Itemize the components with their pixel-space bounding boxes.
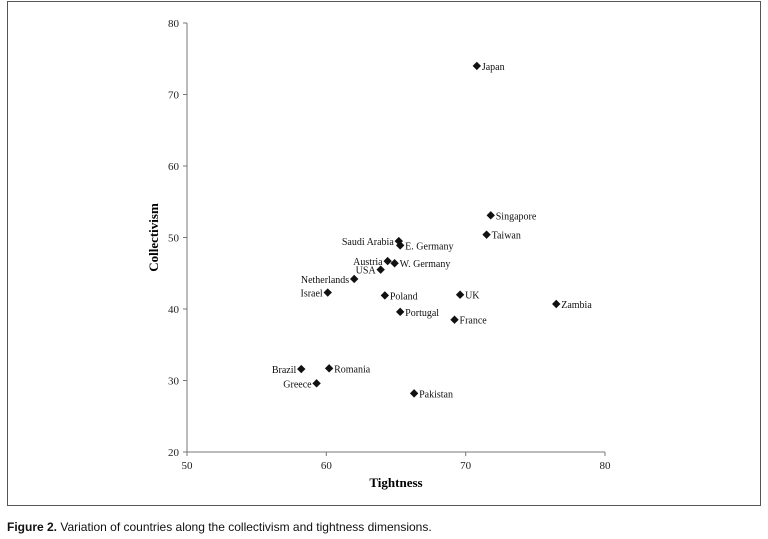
data-point-label: Pakistan — [419, 389, 453, 400]
x-tick-label: 60 — [321, 460, 333, 472]
y-tick-label: 50 — [168, 233, 180, 245]
data-point-label: Taiwan — [492, 231, 521, 242]
data-point — [482, 230, 491, 239]
data-point-label: Israel — [301, 289, 323, 300]
y-tick-label: 30 — [168, 376, 180, 388]
figure-label: Figure 2. — [7, 520, 58, 534]
figure-caption-text: Variation of countries along the collect… — [60, 520, 432, 534]
data-point-label: Poland — [390, 291, 418, 302]
x-tick-label: 70 — [460, 460, 472, 472]
data-point — [383, 256, 392, 266]
x-tick-label: 50 — [182, 460, 194, 472]
data-point — [380, 291, 390, 300]
data-point — [450, 315, 459, 324]
data-point — [409, 389, 419, 398]
chart-frame: 20 30 40 50 60 70 80 50 60 70 80 Tightness Collectiv… — [7, 1, 761, 506]
data-point-label: Netherlands — [301, 275, 349, 286]
data-point — [323, 288, 332, 297]
x-axis-title: Tightness — [369, 475, 422, 490]
data-point — [297, 364, 306, 374]
data-point-label: Zambia — [561, 300, 592, 311]
data-point-label: Japan — [482, 62, 505, 73]
data-point — [350, 274, 359, 284]
data-point-label: Austria — [353, 257, 383, 268]
data-point — [395, 241, 405, 250]
data-point-label: Brazil — [272, 365, 297, 376]
data-point-label: France — [460, 316, 488, 327]
y-axis-title: Collectivism — [146, 203, 161, 272]
data-point-label: UK — [465, 291, 480, 302]
data-point — [552, 299, 561, 309]
data-point — [312, 379, 321, 388]
data-point-label: USA — [356, 266, 377, 277]
data-point — [455, 290, 465, 299]
y-tick-label: 60 — [168, 161, 180, 173]
data-point — [395, 307, 405, 317]
figure-caption: Figure 2. Variation of countries along t… — [7, 520, 432, 534]
data-point-label: E. Germany — [405, 241, 453, 252]
data-point-label: Singapore — [496, 211, 537, 222]
data-point-label: Greece — [283, 379, 312, 390]
scatter-chart: 20 30 40 50 60 70 80 50 60 70 80 Tightness Collectiv… — [146, 18, 612, 490]
data-point-label: W. Germany — [400, 259, 451, 270]
data-point-label: Portugal — [405, 308, 439, 319]
data-point — [486, 211, 495, 220]
data-point — [472, 61, 482, 71]
data-point-label: Romania — [334, 364, 371, 375]
y-tick-label: 40 — [168, 304, 180, 316]
x-tick-label: 80 — [600, 460, 612, 472]
data-point — [324, 364, 334, 373]
y-tick-label: 70 — [168, 90, 180, 102]
data-point — [390, 259, 399, 268]
data-point — [376, 265, 385, 274]
y-tick-label: 80 — [168, 18, 180, 30]
y-tick-label: 20 — [168, 447, 180, 459]
data-point-label: Saudi Arabia — [342, 237, 394, 248]
